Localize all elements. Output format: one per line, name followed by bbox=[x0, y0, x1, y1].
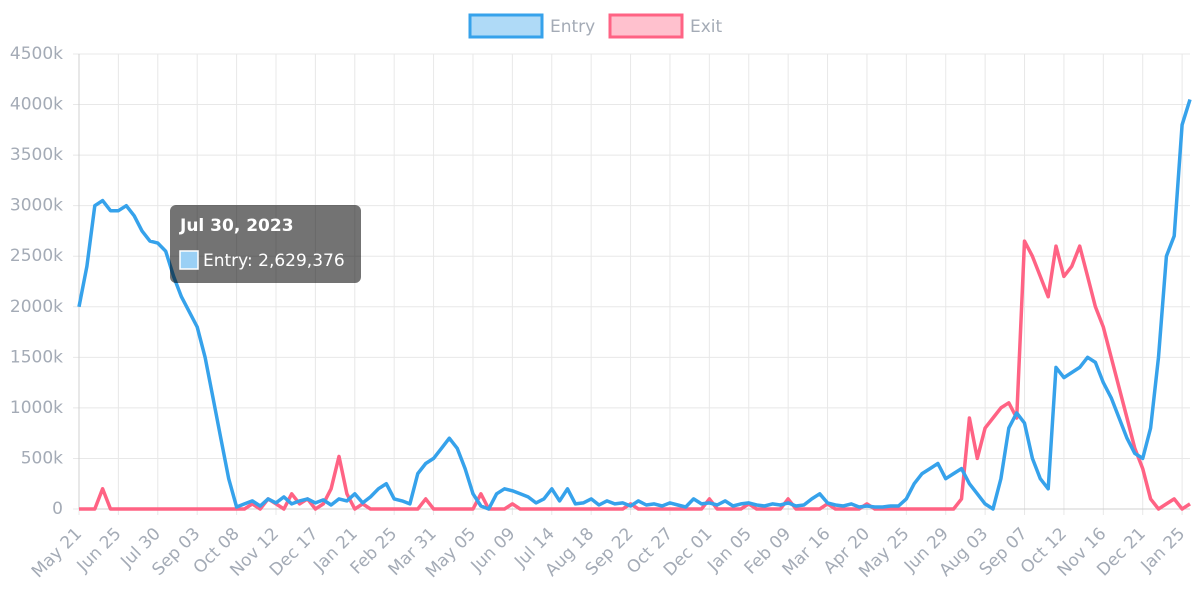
y-tick-label: 500k bbox=[21, 448, 63, 468]
y-tick-label: 1000k bbox=[10, 398, 63, 418]
legend-swatch bbox=[468, 13, 544, 39]
tooltip-text: Entry: 2,629,376 bbox=[203, 251, 345, 271]
legend-item[interactable]: Entry bbox=[468, 13, 595, 39]
y-tick-label: 1500k bbox=[10, 347, 63, 367]
y-tick-label: 2500k bbox=[10, 246, 63, 266]
tooltip-title: Jul 30, 2023 bbox=[179, 216, 294, 236]
y-tick-label: 4000k bbox=[10, 95, 63, 115]
tooltip: Jul 30, 2023 Entry: 2,629,376 bbox=[170, 205, 361, 283]
x-tick-label: Jan 25 bbox=[1137, 524, 1190, 577]
legend-label: Exit bbox=[690, 17, 723, 37]
x-tick-label: Jun 25 bbox=[73, 524, 126, 577]
series-line bbox=[77, 98, 1192, 511]
legend-swatch bbox=[608, 13, 684, 39]
x-tick-label: May 21 bbox=[28, 524, 86, 582]
legend-item[interactable]: Exit bbox=[608, 13, 723, 39]
x-tick-label: Jun 09 bbox=[467, 524, 520, 577]
legend-label: Entry bbox=[550, 17, 595, 37]
y-tick-label: 0 bbox=[52, 499, 63, 519]
y-tick-label: 2000k bbox=[10, 297, 63, 317]
y-tick-label: 4500k bbox=[10, 44, 63, 64]
tooltip-box bbox=[170, 205, 361, 283]
y-tick-label: 3000k bbox=[10, 196, 63, 216]
y-tick-label: 3500k bbox=[10, 145, 63, 165]
tooltip-swatch bbox=[179, 250, 199, 270]
